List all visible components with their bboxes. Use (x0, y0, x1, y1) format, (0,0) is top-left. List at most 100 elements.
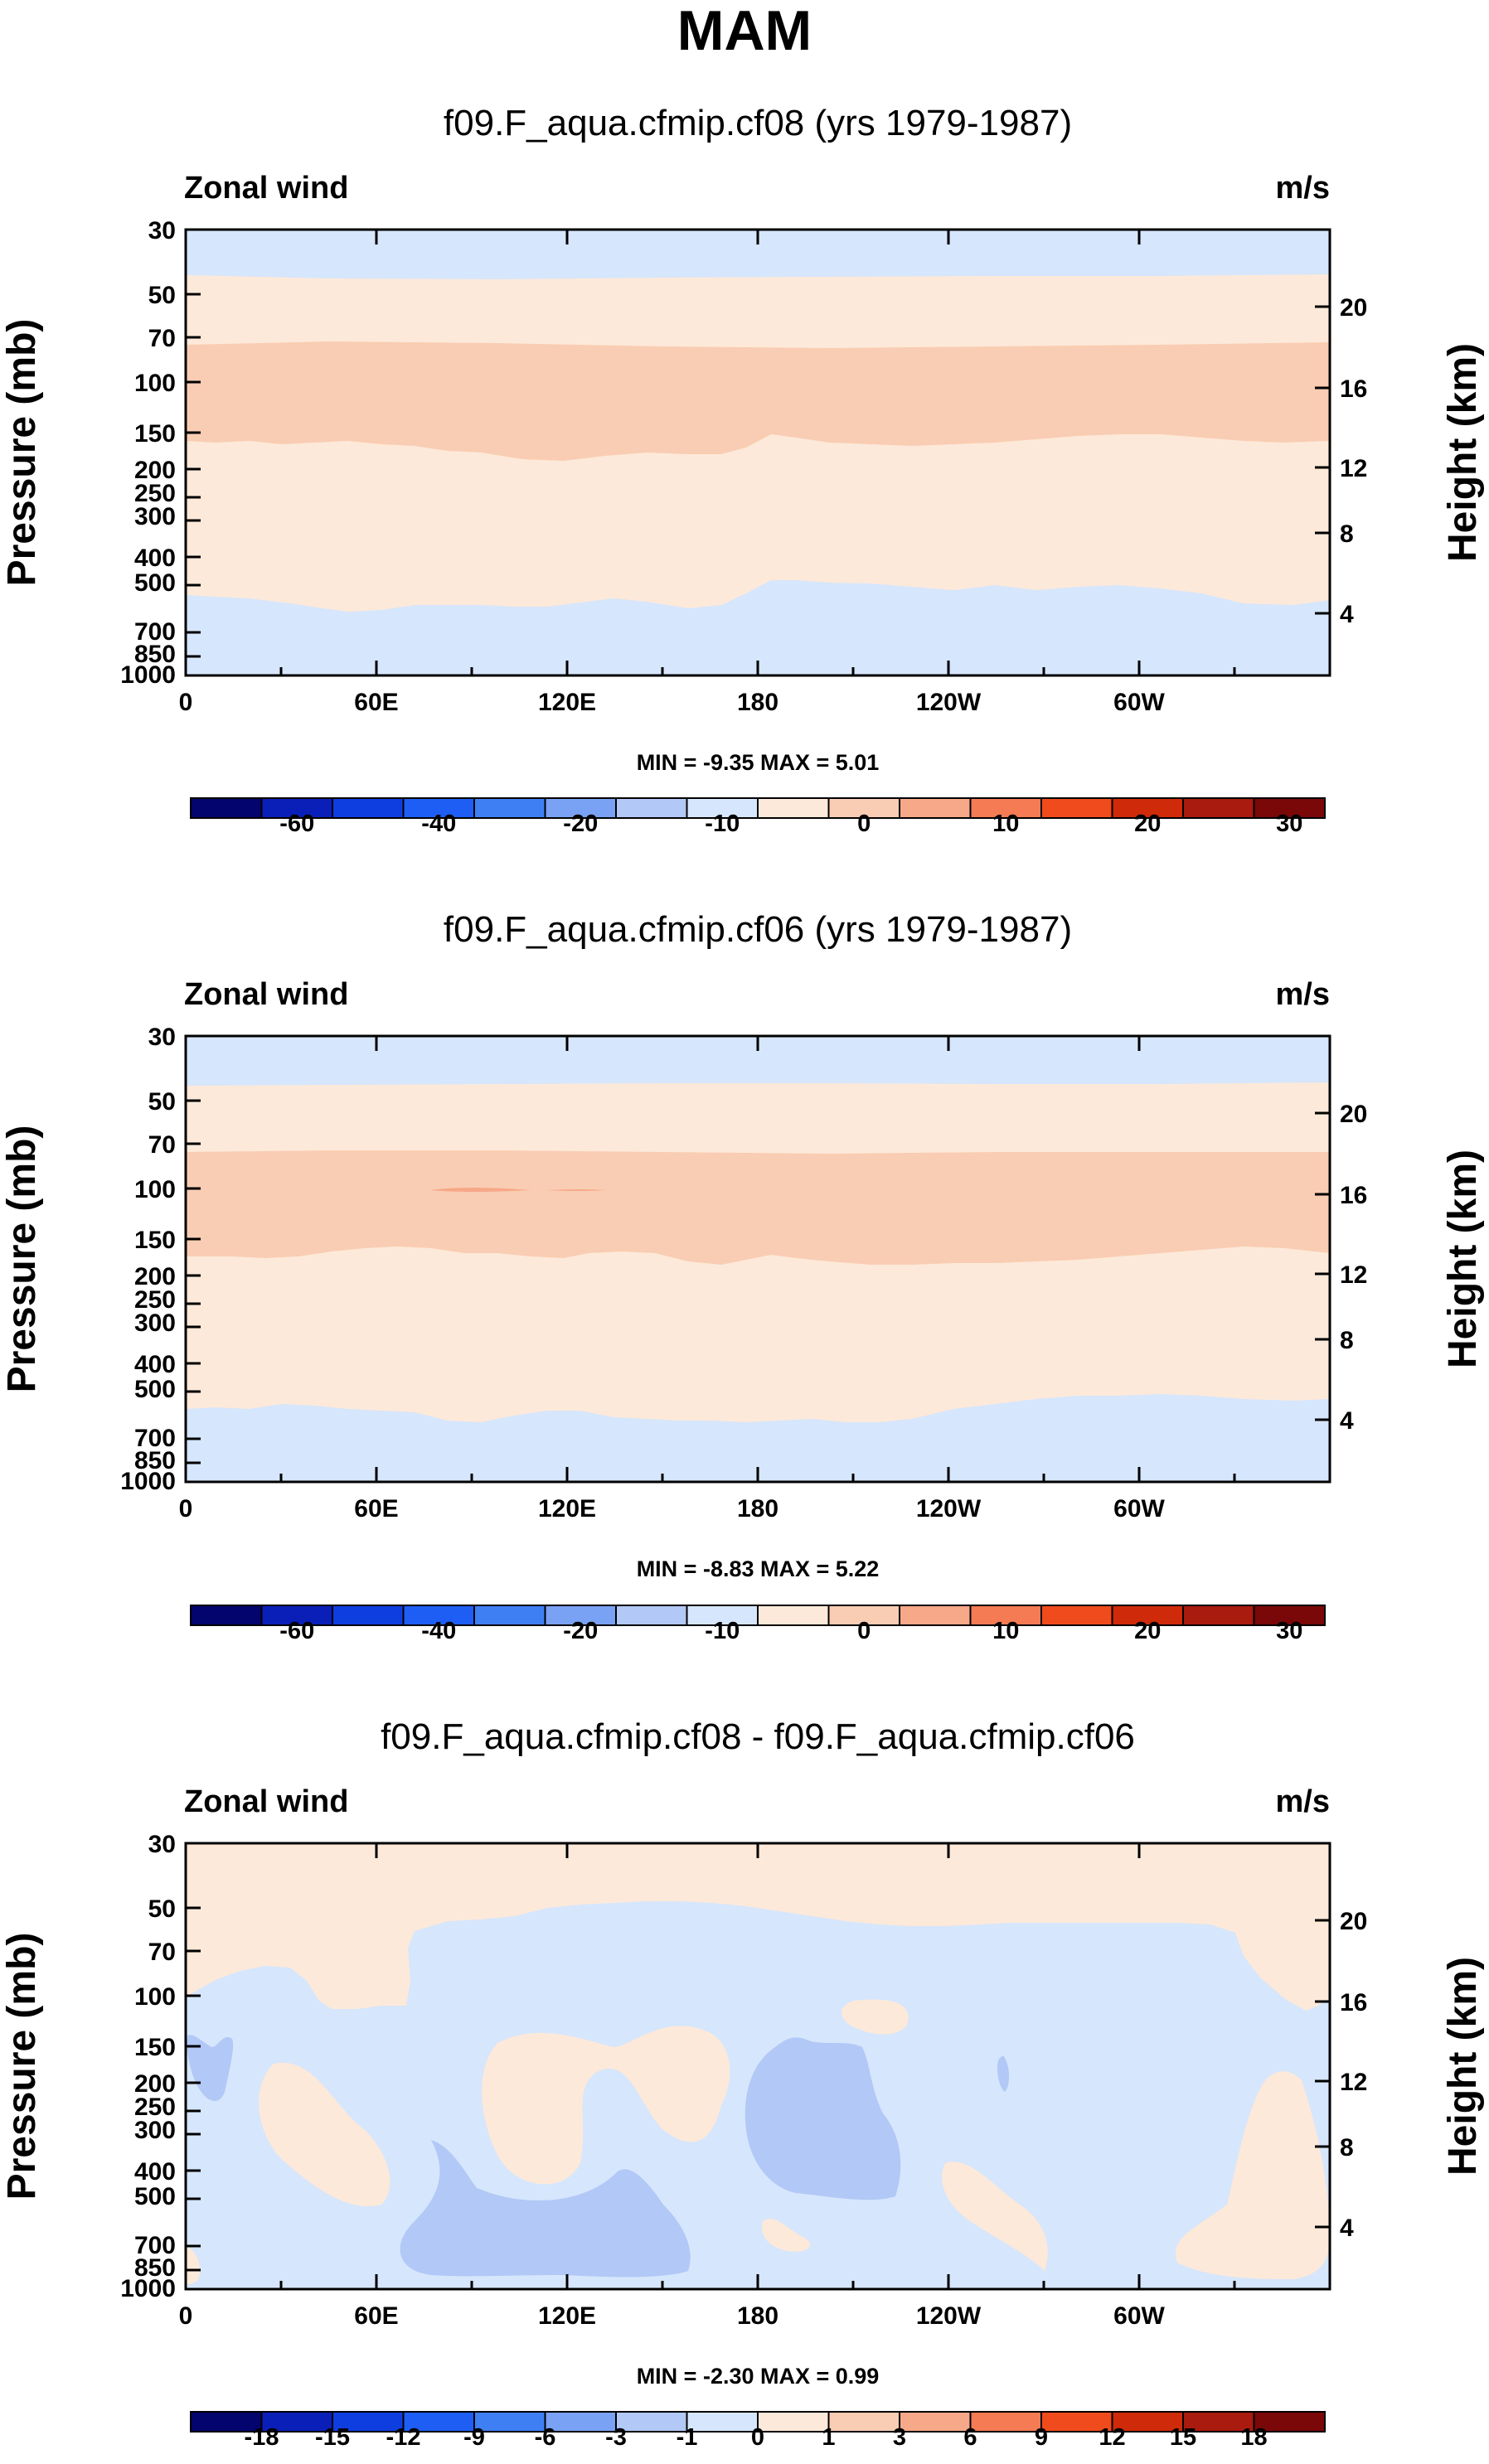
p-tick: 50 (148, 282, 176, 309)
p-tick: 1000 (120, 661, 176, 689)
contour-field (186, 230, 1330, 675)
p-tick: 70 (148, 1131, 176, 1159)
colorbar-label: 30 (1276, 811, 1302, 837)
x-tick: 0 (179, 2302, 193, 2330)
colorbar-swatch (1182, 2411, 1255, 2433)
colorbar-label: -12 (386, 2424, 421, 2451)
colorbar: -60 -40 -20 -10 0 10 20 30 (190, 797, 1326, 837)
x-tick: 180 (737, 1495, 778, 1522)
h-tick: 20 (1340, 1908, 1367, 1935)
p-tick: 100 (134, 370, 176, 397)
colorbar-swatch (899, 797, 972, 819)
h-tick: 12 (1340, 455, 1367, 482)
units-label: m/s (1276, 1784, 1330, 1819)
colorbar-label: -10 (705, 811, 740, 837)
colorbar-swatch (332, 2411, 405, 2433)
colorbar-label: 0 (751, 2424, 764, 2451)
colorbar-swatch (827, 2411, 900, 2433)
x-tick-labels: 0 60E 120E 180 120W 60W (179, 689, 1166, 716)
p-tick: 850 (134, 2254, 176, 2282)
h-tick: 4 (1340, 2215, 1354, 2242)
variable-label: Zonal wind (184, 1784, 348, 1819)
colorbar-swatch (1182, 1605, 1255, 1626)
h-tick: 16 (1340, 375, 1367, 403)
left-pressure-ticks (186, 1842, 201, 2272)
jet-max-sliver (547, 1189, 605, 1191)
p-tick: 30 (148, 1831, 176, 1858)
colorbar: -18 -15 -12 -9 -6 -3 -1 0 1 3 6 9 12 15 18 (190, 2411, 1326, 2451)
y-axis-right-title: Height (km) (1441, 1957, 1485, 2176)
colorbar-label: -9 (463, 2424, 485, 2451)
panel-title: f09.F_aqua.cfmip.cf08 - f09.F_aqua.cfmip… (381, 1716, 1135, 1757)
p-tick: 70 (148, 1939, 176, 1966)
colorbar-swatch (402, 797, 475, 819)
h-tick: 12 (1340, 1261, 1367, 1289)
p-tick: 50 (148, 1895, 176, 1923)
x-tick: 120W (916, 2302, 982, 2330)
p-tick: 700 (134, 2232, 176, 2259)
colorbar-swatch (190, 797, 263, 819)
colorbar: -60 -40 -20 -10 0 10 20 30 (190, 1605, 1326, 1644)
p-tick: 250 (134, 2094, 176, 2121)
colorbar-swatch (473, 1605, 546, 1626)
colorbar-label: 18 (1240, 2424, 1267, 2451)
panel-bottom: f09.F_aqua.cfmip.cf08 - f09.F_aqua.cfmip… (0, 1716, 1485, 2451)
height-tick-labels: 4 8 12 16 20 (1340, 1908, 1367, 2242)
stats-label: MIN = -2.30 MAX = 0.99 (637, 2364, 880, 2389)
p-tick: 500 (134, 2183, 176, 2210)
colorbar-swatch (190, 2411, 263, 2433)
x-ticks (184, 1036, 1236, 1482)
negative-cells (187, 2035, 1010, 2278)
p-tick: 300 (134, 503, 176, 530)
p-tick: 150 (134, 2034, 176, 2061)
panel-top: f09.F_aqua.cfmip.cf08 (yrs 1979-1987) Zo… (0, 103, 1485, 837)
x-ticks (184, 230, 1236, 675)
colorbar-swatch (544, 1605, 617, 1626)
colorbar-label: 6 (963, 2424, 977, 2451)
panel-middle: f09.F_aqua.cfmip.cf06 (yrs 1979-1987) Zo… (0, 909, 1485, 1644)
p-tick: 400 (134, 2158, 176, 2186)
stats-label: MIN = -9.35 MAX = 5.01 (637, 750, 880, 775)
colorbar-swatch (615, 797, 688, 819)
x-tick: 180 (737, 689, 778, 716)
colorbar-label: -3 (605, 2424, 627, 2451)
contour-field (186, 1843, 1330, 2289)
p-tick: 500 (134, 1376, 176, 1403)
colorbar-label: 15 (1170, 2424, 1196, 2451)
p-tick: 700 (134, 618, 176, 646)
colorbar-swatch (1111, 1605, 1184, 1626)
left-pressure-ticks (186, 228, 201, 658)
colorbar-swatch (615, 1605, 688, 1626)
x-tick: 120W (916, 689, 982, 716)
colorbar-label: -40 (421, 1618, 456, 1644)
contour-field (186, 1036, 1330, 1482)
colorbar-swatch (1182, 797, 1255, 819)
colorbar-swatch (260, 2411, 333, 2433)
p-tick: 1000 (120, 2275, 176, 2302)
colorbar-swatch (190, 1605, 263, 1626)
colorbar-swatch (1253, 1605, 1326, 1626)
band-jet-core (186, 341, 1330, 461)
panel-title: f09.F_aqua.cfmip.cf08 (yrs 1979-1987) (444, 103, 1072, 143)
colorbar-label: 20 (1134, 1618, 1161, 1644)
p-tick: 200 (134, 1263, 176, 1290)
colorbar-swatch (686, 797, 759, 819)
right-height-ticks (1315, 1111, 1330, 1421)
right-height-ticks (1315, 1919, 1330, 2229)
y-axis-title: Pressure (mb) (0, 1126, 44, 1393)
y-axis-title: Pressure (mb) (0, 1933, 44, 2200)
colorbar-swatch (1040, 797, 1113, 819)
h-tick: 8 (1340, 1327, 1354, 1354)
colorbar-label: 0 (857, 811, 871, 837)
h-tick: 20 (1340, 294, 1367, 322)
colorbar-swatch (899, 1605, 972, 1626)
colorbar-swatch (969, 2411, 1042, 2433)
units-label: m/s (1276, 977, 1330, 1012)
right-height-ticks (1315, 305, 1330, 615)
p-tick: 30 (148, 217, 176, 244)
colorbar-label: 10 (992, 1618, 1019, 1644)
h-tick: 20 (1340, 1101, 1367, 1128)
colorbar-swatch (1253, 2411, 1326, 2433)
x-tick-labels: 0 60E 120E 180 120W 60W (179, 1495, 1166, 1522)
colorbar-label: 20 (1134, 811, 1161, 837)
